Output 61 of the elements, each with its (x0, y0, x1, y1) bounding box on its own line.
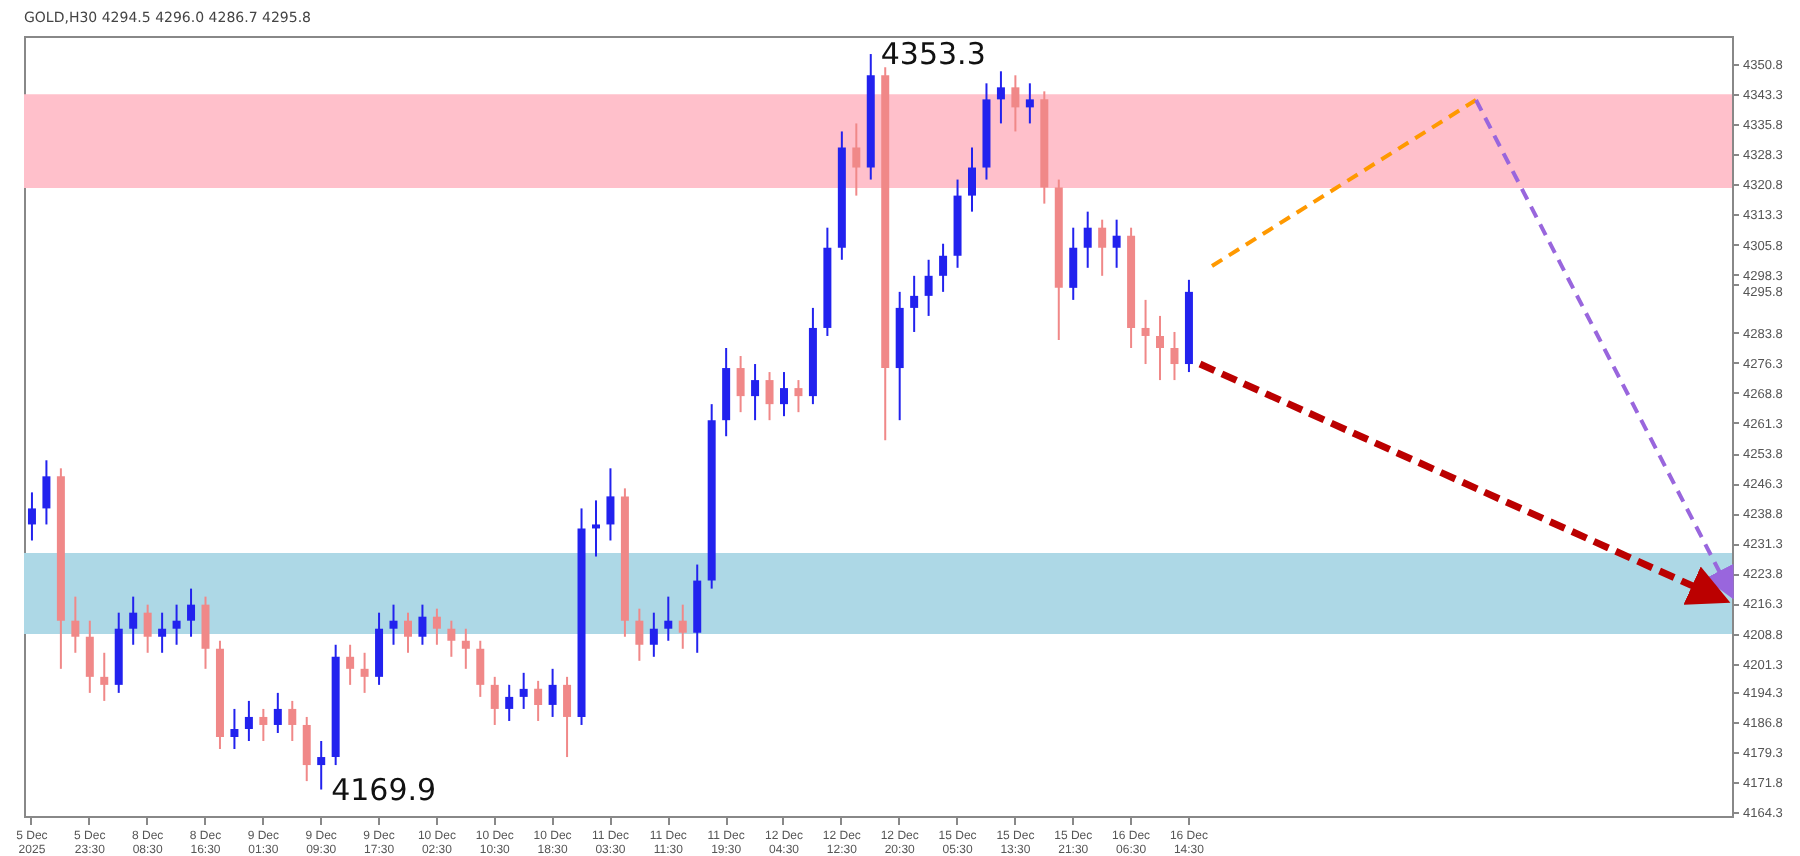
candlestick (447, 619, 456, 658)
candlestick (259, 707, 268, 743)
candlestick (635, 607, 644, 662)
candlestick (403, 611, 412, 654)
candlestick (288, 699, 297, 743)
candlestick (244, 699, 253, 743)
candlestick (519, 671, 528, 710)
candlestick (490, 675, 499, 726)
candlestick (1011, 74, 1020, 133)
candlestick (201, 595, 210, 670)
candlestick (1025, 82, 1034, 125)
candlestick (317, 740, 326, 791)
candlestick (534, 679, 543, 722)
candlestick (360, 651, 369, 694)
annotation: 4169.9 (331, 771, 437, 808)
candlestick (273, 691, 282, 734)
candlestick (42, 459, 51, 526)
candlestick (476, 639, 485, 698)
candlestick (346, 643, 355, 686)
candlestick (1170, 330, 1179, 382)
candlestick (794, 379, 803, 414)
candlestick (1141, 298, 1150, 366)
candlestick (548, 667, 557, 718)
candlestick (389, 603, 398, 646)
candlestick (100, 651, 109, 702)
candlestick (418, 603, 427, 646)
candlestick (924, 258, 933, 317)
candlestick (461, 627, 470, 670)
candlestick (1069, 226, 1078, 301)
candlestick (1098, 218, 1107, 277)
candlestick (939, 242, 948, 293)
candlestick (158, 611, 167, 654)
candlestick (736, 355, 745, 414)
candlestick (71, 595, 80, 654)
candlestick (910, 274, 919, 333)
candlestick (187, 587, 196, 638)
candlestick (591, 499, 600, 558)
candlestick (563, 675, 572, 759)
candlestick (129, 595, 138, 646)
candlestick (649, 611, 658, 658)
candlestick (432, 607, 441, 646)
candlestick (996, 70, 1005, 125)
candlestick (606, 467, 615, 542)
candlestick (1156, 314, 1165, 382)
candlestick (143, 603, 152, 654)
candlestick (779, 371, 788, 418)
candlestick (1112, 218, 1121, 269)
candlestick (27, 491, 36, 542)
candlestick (172, 603, 181, 646)
candlestick (664, 595, 673, 642)
candlestick (230, 707, 239, 751)
candlestick (765, 371, 774, 422)
candlestick (678, 603, 687, 650)
candlestick (852, 122, 861, 197)
candlestick (85, 619, 94, 694)
candlestick (505, 683, 514, 722)
candlestick (302, 715, 311, 783)
candlestick (1083, 210, 1092, 269)
candlestick (751, 363, 760, 422)
candlestick (968, 146, 977, 213)
annotation: 4353.3 (880, 36, 986, 73)
